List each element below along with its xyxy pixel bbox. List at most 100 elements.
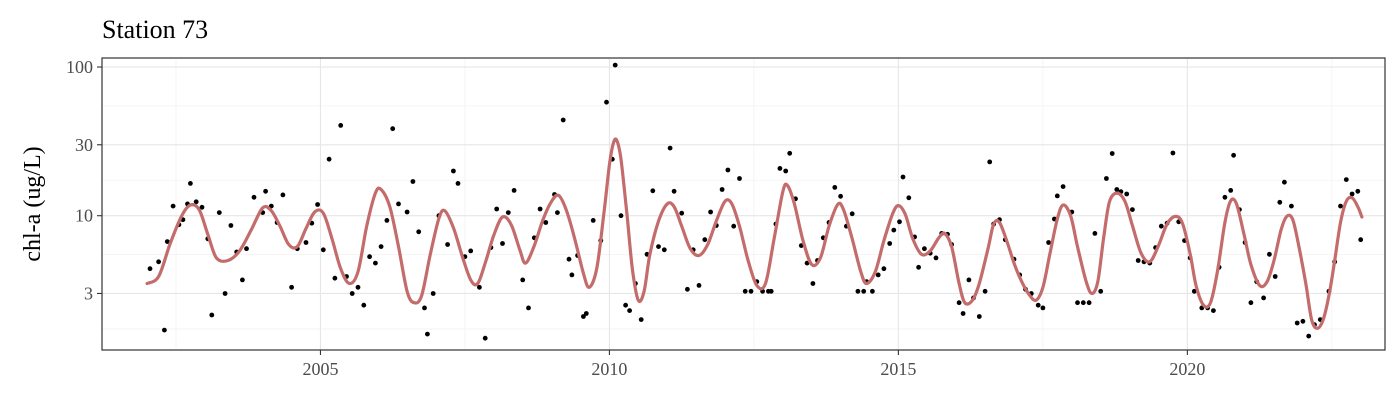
data-point [1248, 300, 1254, 306]
data-point [560, 117, 566, 123]
data-point [361, 302, 367, 308]
data-point [671, 188, 677, 194]
data-point [768, 288, 774, 294]
data-point [1060, 184, 1066, 190]
data-point [1054, 193, 1060, 199]
data-point [1277, 199, 1283, 205]
data-points [147, 62, 1364, 341]
data-point [810, 281, 816, 286]
data-point [511, 188, 517, 193]
data-point [326, 156, 332, 162]
x-tick-label: 2020 [1169, 359, 1205, 379]
data-point [199, 204, 205, 210]
data-point [685, 286, 690, 292]
data-point [897, 219, 902, 225]
data-point [222, 291, 228, 296]
data-point [906, 195, 912, 201]
chart-title: Station 73 [102, 15, 208, 44]
data-point [162, 327, 167, 333]
data-point [349, 291, 355, 296]
data-point [1267, 251, 1272, 257]
data-point [1261, 295, 1266, 301]
data-point [849, 211, 855, 217]
data-point [604, 99, 609, 105]
data-point [1114, 187, 1120, 192]
data-point [777, 166, 783, 171]
data-point [590, 218, 596, 223]
data-point [832, 185, 838, 190]
y-tick-label: 10 [75, 206, 93, 226]
data-point [263, 188, 268, 194]
data-point [1272, 274, 1278, 279]
data-point [875, 272, 881, 278]
data-point [410, 179, 416, 184]
data-point [748, 288, 754, 294]
data-point [982, 288, 988, 294]
trend-line [145, 137, 1364, 330]
data-point [1035, 302, 1041, 308]
data-point [1109, 151, 1115, 156]
data-point [422, 305, 427, 311]
data-point [451, 168, 456, 174]
data-point [378, 244, 384, 250]
data-point [1191, 288, 1197, 294]
data-point [731, 223, 737, 229]
data-point [702, 237, 708, 243]
data-point [228, 223, 234, 228]
data-point [315, 202, 320, 207]
data-point [477, 284, 482, 290]
data-point [1289, 203, 1294, 209]
data-point [881, 266, 887, 272]
data-point [581, 314, 586, 319]
data-point [338, 123, 344, 128]
data-point [891, 227, 897, 233]
data-point [1300, 318, 1306, 324]
data-point [188, 181, 193, 186]
data-point [209, 312, 215, 318]
data-point [900, 174, 906, 180]
data-point [719, 187, 725, 192]
data-point [468, 248, 474, 254]
data-point [618, 213, 624, 219]
data-point [566, 256, 572, 262]
x-tick-label: 2015 [880, 359, 916, 379]
data-point [332, 275, 338, 281]
data-point [1306, 333, 1312, 339]
data-point [555, 210, 560, 216]
data-point [505, 210, 511, 216]
data-point [1130, 207, 1135, 213]
y-tick-label: 100 [66, 57, 93, 77]
data-point [1338, 203, 1343, 209]
y-tick-label: 30 [75, 135, 93, 155]
data-point [623, 302, 628, 308]
data-point [1231, 152, 1236, 158]
data-point [787, 150, 793, 156]
data-point [887, 241, 893, 246]
data-point [583, 311, 589, 316]
data-point [1358, 237, 1364, 243]
data-point [303, 240, 309, 245]
data-point [384, 218, 390, 223]
x-tick-label: 2010 [591, 359, 627, 379]
data-point [922, 246, 927, 252]
data-point [416, 229, 422, 235]
data-point [870, 288, 875, 294]
data-point [170, 203, 176, 209]
data-point [1080, 300, 1086, 306]
data-point [855, 288, 861, 294]
data-point [656, 244, 661, 250]
data-point [838, 193, 843, 199]
data-point [1075, 300, 1080, 306]
data-point [1046, 240, 1051, 245]
data-point [1228, 188, 1234, 193]
data-point [520, 277, 526, 283]
data-point [455, 181, 461, 186]
data-point [147, 266, 153, 272]
data-point [367, 254, 372, 260]
data-point [725, 167, 731, 173]
data-point [1086, 300, 1092, 306]
data-point [500, 241, 505, 246]
data-point [976, 314, 982, 319]
data-point [1211, 308, 1216, 313]
